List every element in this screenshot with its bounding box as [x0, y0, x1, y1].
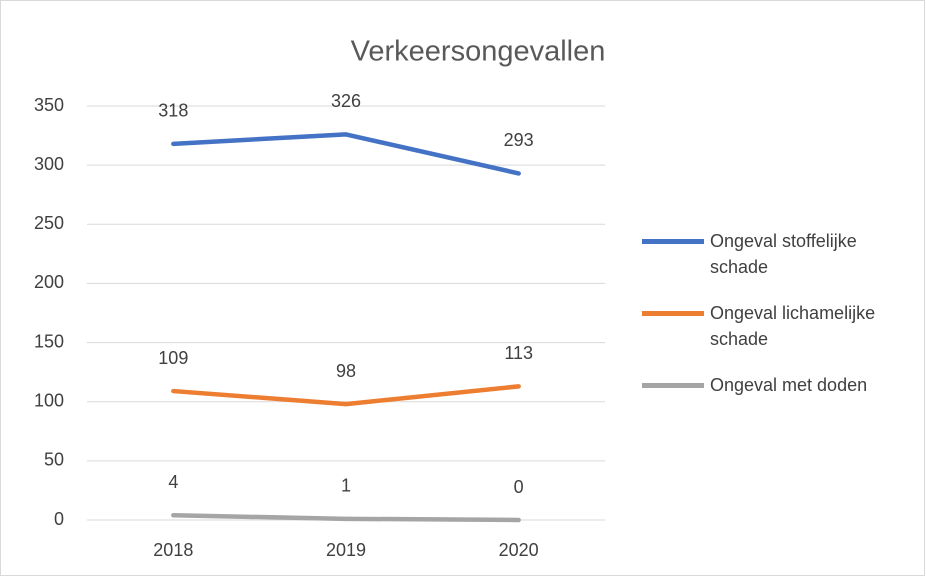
chart-title: Verkeersongevallen — [351, 36, 606, 68]
series-line — [171, 384, 521, 407]
data-label: 293 — [504, 130, 534, 150]
y-tick-label: 0 — [54, 509, 64, 529]
y-tick-label: 350 — [34, 95, 64, 115]
data-label: 109 — [158, 348, 188, 368]
y-tick-label: 100 — [34, 390, 64, 410]
x-tick-label: 2020 — [499, 540, 539, 560]
legend-item: Ongeval stoffelijke schade — [642, 228, 905, 280]
legend-label: Ongeval lichamelijke schade — [710, 303, 876, 349]
legend-label: Ongeval stoffelijke schade — [710, 231, 857, 277]
legend: Ongeval stoffelijke schade Ongeval licham… — [642, 228, 912, 418]
x-tick-label: 2018 — [153, 540, 193, 560]
x-tick-label: 2019 — [326, 540, 366, 560]
y-tick-label: 300 — [34, 154, 64, 174]
data-label: 0 — [514, 477, 524, 497]
series-line — [171, 132, 521, 176]
legend-swatch — [642, 239, 704, 244]
data-label: 318 — [158, 101, 188, 121]
y-tick-label: 50 — [44, 450, 64, 470]
legend-label: Ongeval met doden — [710, 375, 868, 395]
series-line — [171, 513, 521, 523]
legend-swatch — [642, 311, 704, 316]
legend-item: Ongeval lichamelijke schade — [642, 300, 905, 352]
data-label: 326 — [331, 91, 361, 111]
y-tick-label: 150 — [34, 331, 64, 351]
data-label: 98 — [336, 361, 356, 381]
legend-item: Ongeval met doden — [642, 372, 905, 398]
data-label: 1 — [341, 476, 351, 496]
y-tick-label: 250 — [34, 213, 64, 233]
data-label: 4 — [168, 472, 178, 492]
y-tick-label: 200 — [34, 272, 64, 292]
data-label: 113 — [504, 343, 533, 363]
legend-swatch — [642, 383, 704, 388]
